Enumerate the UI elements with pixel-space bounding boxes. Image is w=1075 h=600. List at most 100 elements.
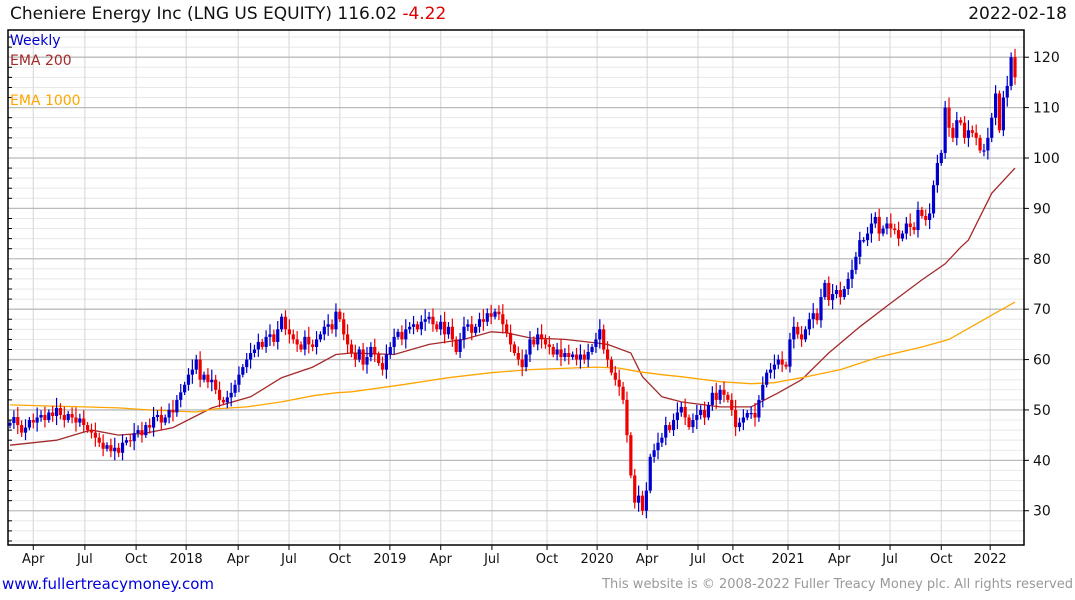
candle-body <box>757 399 761 418</box>
candle <box>730 393 734 416</box>
candle <box>120 434 125 461</box>
candle <box>369 342 373 362</box>
candle <box>117 442 121 458</box>
candle-body <box>179 392 183 400</box>
candle <box>322 320 326 341</box>
candle <box>512 341 517 356</box>
candle <box>931 180 936 218</box>
candle <box>39 410 43 422</box>
candle-body <box>877 216 881 234</box>
candle <box>536 327 540 351</box>
candle <box>625 391 629 443</box>
candle <box>943 101 947 159</box>
candle <box>179 383 183 408</box>
candle <box>20 420 24 437</box>
candle <box>314 331 319 355</box>
candle-body <box>35 417 39 423</box>
candle-body <box>423 319 427 322</box>
candle-body <box>357 349 361 360</box>
candle-body <box>625 399 629 436</box>
candle-body <box>43 414 47 421</box>
candle-body <box>943 107 947 153</box>
website-link[interactable]: www.fullertreacymoney.com <box>2 575 215 593</box>
candle <box>481 309 485 331</box>
candle <box>726 391 730 403</box>
candle-body <box>706 404 711 418</box>
candle-body <box>74 417 78 423</box>
candle-body <box>415 324 420 330</box>
candle-body <box>276 329 280 342</box>
candle <box>962 116 967 144</box>
candle <box>109 438 113 458</box>
candle <box>978 134 982 154</box>
candle <box>408 322 412 334</box>
candle <box>648 453 652 494</box>
candle <box>846 272 850 295</box>
candle-body <box>966 130 971 138</box>
candle-body <box>551 346 555 355</box>
x-tick-label: Apr <box>429 552 452 567</box>
candle <box>687 414 691 430</box>
candle <box>668 422 672 433</box>
candle-body <box>365 357 369 365</box>
candle <box>563 348 567 362</box>
candle-body <box>388 346 392 355</box>
candle <box>974 124 978 146</box>
y-tick-label: 90 <box>1033 201 1051 217</box>
candle-body <box>609 359 614 373</box>
candle-body <box>1009 57 1013 86</box>
candle <box>264 330 268 353</box>
candle-body <box>792 326 796 340</box>
candle <box>283 310 288 336</box>
candle <box>823 279 827 300</box>
candle-body <box>369 346 373 358</box>
candle <box>439 315 443 336</box>
candle-body <box>652 450 656 457</box>
candle-body <box>749 412 753 415</box>
candle <box>291 329 295 344</box>
candle-body <box>380 363 385 370</box>
candle-body <box>8 423 12 426</box>
candle <box>299 341 303 353</box>
candle <box>865 227 870 247</box>
candle <box>128 433 132 448</box>
candle <box>516 346 520 366</box>
candle <box>353 344 357 368</box>
candle <box>772 354 777 379</box>
candle <box>171 399 175 422</box>
candle-body <box>474 326 478 333</box>
candle <box>470 315 474 341</box>
candle-body <box>400 331 404 340</box>
candle-body <box>547 344 551 347</box>
candle <box>939 149 943 166</box>
candle-body <box>540 334 544 340</box>
candle-body <box>206 374 210 383</box>
candle <box>869 213 874 243</box>
candle-body <box>671 420 676 431</box>
y-tick-label: 100 <box>1033 151 1060 167</box>
candle-body <box>683 406 687 418</box>
candle <box>35 407 39 432</box>
candle-body <box>862 240 866 242</box>
candle-body <box>330 324 334 330</box>
candle <box>338 308 342 322</box>
candle-body <box>834 290 839 295</box>
candle <box>31 413 35 429</box>
candle <box>357 346 361 363</box>
candle-body <box>722 389 726 395</box>
candle-body <box>726 394 730 400</box>
candle-body <box>885 223 889 229</box>
candle-body <box>78 418 82 423</box>
candle-body <box>730 399 734 410</box>
candle <box>303 330 307 356</box>
candles <box>8 48 1017 519</box>
candle <box>547 336 551 355</box>
candle-body <box>128 440 132 442</box>
candle-body <box>159 414 163 423</box>
candle <box>318 331 323 343</box>
candle-body <box>873 216 877 224</box>
candle-body <box>326 324 330 327</box>
candle <box>683 398 687 425</box>
candle-body <box>780 359 784 365</box>
candle <box>380 356 385 376</box>
